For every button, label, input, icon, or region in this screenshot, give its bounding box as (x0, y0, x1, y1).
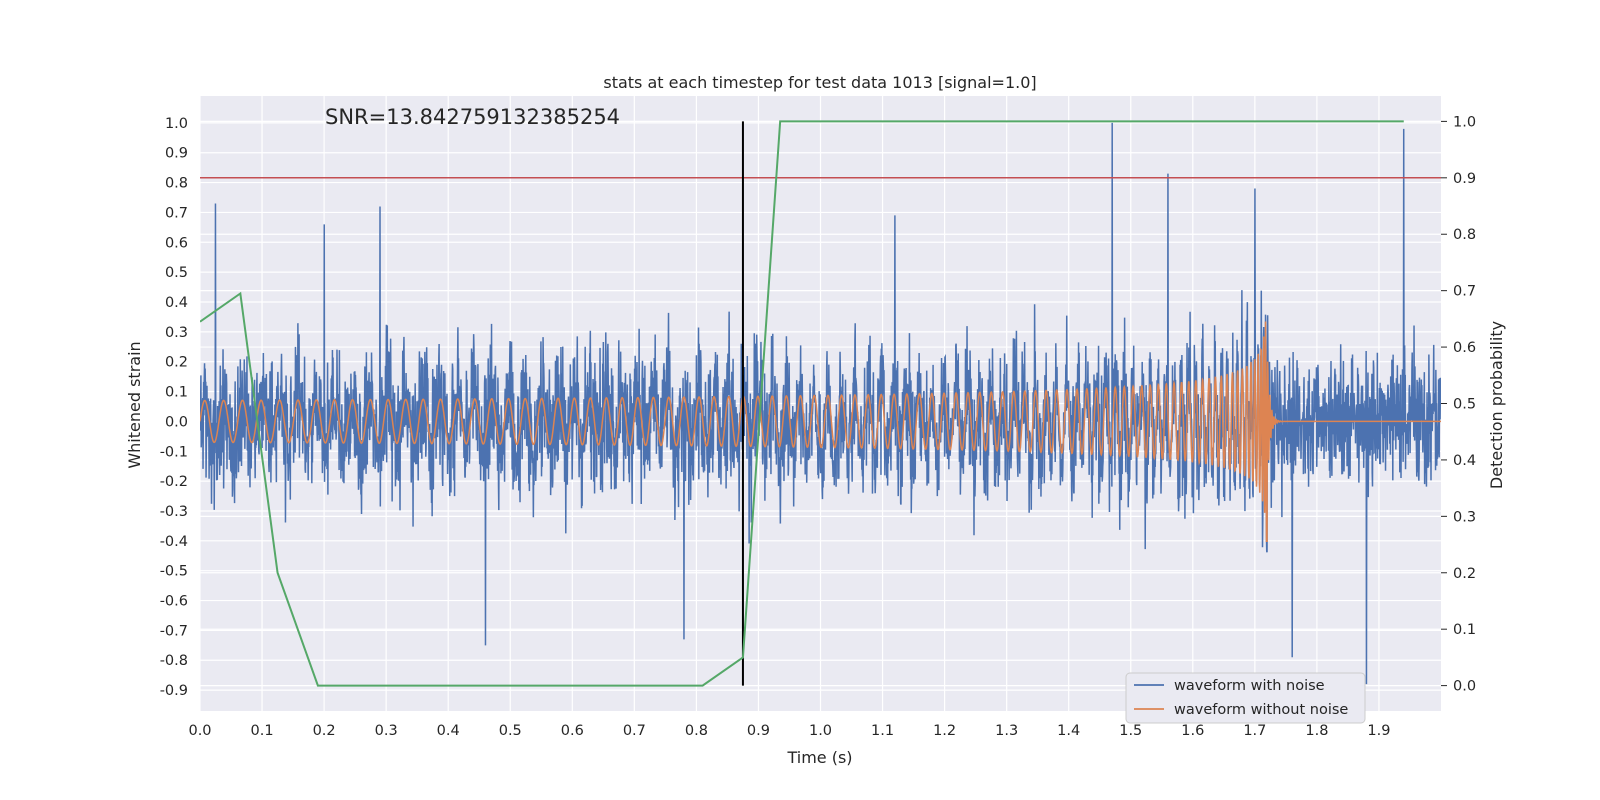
x-tick-label: 1.9 (1367, 723, 1390, 739)
x-tick-label: 0.7 (623, 723, 646, 739)
y-left-tick-label: 0.3 (165, 325, 188, 341)
x-tick-label: 0.1 (251, 723, 274, 739)
x-axis-label: Time (s) (786, 748, 852, 767)
y-left-tick-label: 0.9 (165, 146, 188, 162)
y-left-tick-label: 0.8 (165, 176, 188, 192)
x-tick-label: 1.7 (1243, 723, 1266, 739)
x-tick-label: 0.2 (313, 723, 336, 739)
y-right-tick-label: 0.7 (1453, 284, 1476, 300)
x-tick-label: 1.5 (1119, 723, 1142, 739)
y-left-tick-label: 0.5 (165, 265, 188, 281)
y-right-tick-labels: 1.0 0.9 0.8 0.7 0.6 0.5 0.4 0.3 0.2 0.1 0.0 (1441, 114, 1476, 695)
y-left-tick-labels: 1.0 0.9 0.8 0.7 0.6 0.5 0.4 0.3 0.2 0.1 0.0 -0.1 -0.… (160, 116, 188, 699)
y-right-tick-label: 0.6 (1453, 340, 1476, 356)
series-detection-probability (200, 120, 1404, 687)
y-right-tick-label: 0.2 (1453, 566, 1476, 582)
legend-label-with-noise: waveform with noise (1174, 678, 1325, 694)
series-waveform-without-noise (200, 321, 1441, 543)
legend-label-without-noise: waveform without noise (1174, 702, 1348, 718)
y-right-tick-label: 0.4 (1453, 453, 1476, 469)
y-left-tick-label: -0.5 (160, 564, 188, 580)
x-tick-labels: 0.0 0.1 0.2 0.3 0.4 0.5 0.6 0.7 0.8 0.9 1.0 1.1 1.2 1… (188, 723, 1390, 739)
y-axis-label-left: Whitened strain (125, 341, 144, 468)
y-left-tick-label: 0.2 (165, 355, 188, 371)
y-right-tick-label: 1.0 (1453, 114, 1476, 130)
y-left-tick-label: -0.8 (160, 653, 188, 669)
y-left-tick-label: 0.7 (165, 205, 188, 221)
y-left-tick-label: 0.1 (165, 385, 188, 401)
x-tick-label: 0.8 (685, 723, 708, 739)
x-tick-label: 1.4 (1057, 723, 1080, 739)
y-right-tick-label: 0.1 (1453, 622, 1476, 638)
x-tick-label: 0.5 (499, 723, 522, 739)
x-tick-label: 1.6 (1181, 723, 1204, 739)
y-right-tick-label: 0.0 (1453, 679, 1476, 695)
legend-box (1125, 672, 1366, 724)
x-tick-label: 1.3 (995, 723, 1018, 739)
chart-title: stats at each timestep for test data 101… (603, 73, 1036, 92)
y-left-tick-label: 0.4 (165, 295, 188, 311)
y-left-tick-label: 0.0 (165, 414, 188, 430)
y-left-tick-label: 0.6 (165, 235, 188, 251)
y-left-tick-label: -0.6 (160, 594, 188, 610)
y-left-tick-label: -0.4 (160, 534, 188, 550)
x-tick-label: 1.0 (809, 723, 832, 739)
x-tick-label: 0.4 (437, 723, 460, 739)
legend: waveform with noise waveform without noi… (1125, 672, 1366, 724)
x-tick-label: 0.3 (375, 723, 398, 739)
y-left-tick-label: -0.9 (160, 683, 188, 699)
x-tick-label: 1.8 (1305, 723, 1328, 739)
y-left-tick-label: -0.2 (160, 474, 188, 490)
x-tick-label: 1.2 (933, 723, 956, 739)
x-tick-label: 0.0 (188, 723, 211, 739)
x-tick-label: 0.6 (561, 723, 584, 739)
y-left-tick-label: 1.0 (165, 116, 188, 132)
y-right-tick-label: 0.9 (1453, 171, 1476, 187)
y-right-tick-label: 0.3 (1453, 509, 1476, 525)
y-axis-label-right: Detection probability (1487, 321, 1506, 489)
y-right-tick-label: 0.8 (1453, 227, 1476, 243)
x-tick-label: 0.9 (747, 723, 770, 739)
y-right-tick-label: 0.5 (1453, 397, 1476, 413)
y-left-tick-label: -0.7 (160, 623, 188, 639)
x-tick-label: 1.1 (871, 723, 894, 739)
y-left-tick-label: -0.1 (160, 444, 188, 460)
snr-annotation: SNR=13.842759132385254 (325, 105, 620, 129)
y-left-tick-label: -0.3 (160, 504, 188, 520)
